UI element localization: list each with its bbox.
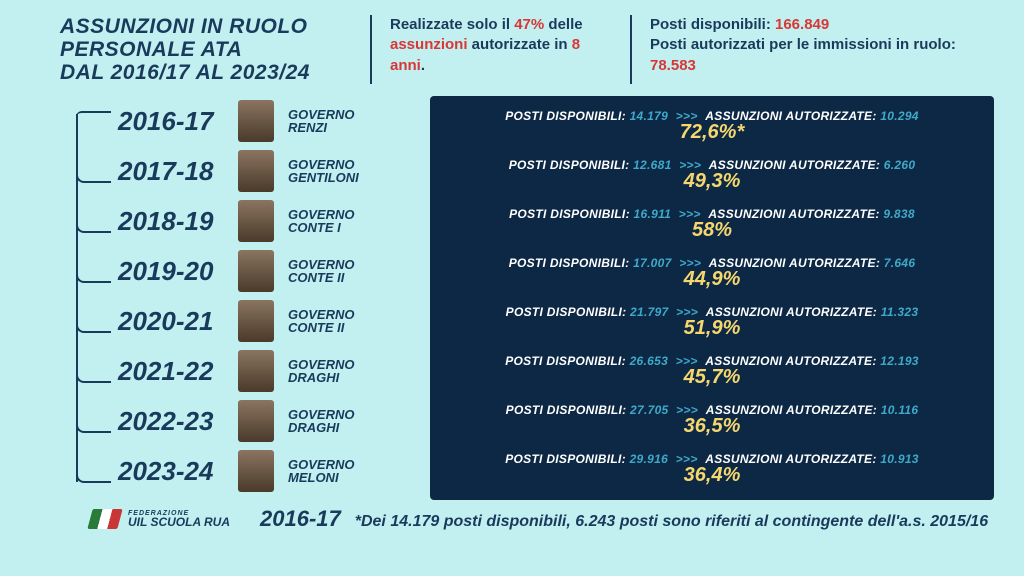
year-label: 2021-22 [118,356,238,387]
year-label: 2016-17 [118,106,238,137]
logo-name: UIL SCUOLA RUA [128,515,230,529]
pm-photo [238,300,274,342]
timeline-row: 2020-21 GOVERNOCONTE II [60,296,430,346]
year-label: 2019-20 [118,256,238,287]
data-row: POSTI DISPONIBILI: 27.705 >>> ASSUNZIONI… [442,396,982,445]
year-label: 2020-21 [118,306,238,337]
government-label: GOVERNORENZI [288,108,354,135]
footnote-text: *Dei 14.179 posti disponibili, 6.243 pos… [355,512,988,531]
percentage: 36,4% [684,464,741,487]
pm-photo [238,200,274,242]
tree-branch [76,371,111,383]
government-label: GOVERNOCONTE II [288,258,354,285]
pm-photo [238,450,274,492]
data-row: POSTI DISPONIBILI: 17.007 >>> ASSUNZIONI… [442,249,982,298]
timeline: 2016-17 GOVERNORENZI 2017-18 GOVERNOGENTILO… [60,96,430,500]
government-label: GOVERNODRAGHI [288,408,354,435]
timeline-row: 2016-17 GOVERNORENZI [60,96,430,146]
percentage: 58% [692,219,732,242]
year-label: 2017-18 [118,156,238,187]
government-label: GOVERNOCONTE II [288,308,354,335]
stats-text: Posti disponibili: 166.849 Posti autoriz… [630,15,994,84]
summary-text: Realizzate solo il 47% delle assunzioni … [370,15,600,84]
percentage: 51,9% [684,317,741,340]
tree-branch [76,321,111,333]
tree-branch [76,421,111,433]
year-label: 2023-24 [118,456,238,487]
tree-branch [76,271,111,283]
data-row: POSTI DISPONIBILI: 29.916 >>> ASSUNZIONI… [442,445,982,494]
year-label: 2018-19 [118,206,238,237]
data-panel: POSTI DISPONIBILI: 14.179 >>> ASSUNZIONI… [430,96,994,500]
year-label: 2022-23 [118,406,238,437]
data-row: POSTI DISPONIBILI: 12.681 >>> ASSUNZIONI… [442,151,982,200]
timeline-row: 2019-20 GOVERNOCONTE II [60,246,430,296]
timeline-row: 2017-18 GOVERNOGENTILONI [60,146,430,196]
timeline-row: 2018-19 GOVERNOCONTE I [60,196,430,246]
pm-photo [238,150,274,192]
tree-branch [76,111,111,123]
data-row: POSTI DISPONIBILI: 14.179 >>> ASSUNZIONI… [442,102,982,151]
government-label: GOVERNOMELONI [288,458,354,485]
percentage: 72,6%* [680,121,745,144]
pm-photo [238,100,274,142]
footnote: 2016-17 *Dei 14.179 posti disponibili, 6… [260,506,988,532]
tree-branch [76,221,111,233]
percentage: 36,5% [684,415,741,438]
tree-branch [76,171,111,183]
main-title: Assunzioni in ruolo personale ATA dal 20… [60,15,340,84]
pm-photo [238,250,274,292]
government-label: GOVERNOGENTILONI [288,158,359,185]
percentage: 45,7% [684,366,741,389]
timeline-row: 2021-22 GOVERNODRAGHI [60,346,430,396]
government-label: GOVERNODRAGHI [288,358,354,385]
government-label: GOVERNOCONTE I [288,208,354,235]
data-row: POSTI DISPONIBILI: 21.797 >>> ASSUNZIONI… [442,298,982,347]
title-line: Assunzioni in ruolo [60,15,340,38]
title-line: dal 2016/17 al 2023/24 [60,61,340,84]
data-row: POSTI DISPONIBILI: 26.653 >>> ASSUNZIONI… [442,347,982,396]
data-row: POSTI DISPONIBILI: 16.911 >>> ASSUNZIONI… [442,200,982,249]
pm-photo [238,400,274,442]
pm-photo [238,350,274,392]
title-line: personale ATA [60,38,340,61]
percentage: 44,9% [684,268,741,291]
footnote-year: 2016-17 [260,506,341,532]
logo: FEDERAZIONE UIL SCUOLA RUA [90,509,230,529]
timeline-row: 2023-24 GOVERNOMELONI [60,446,430,496]
tree-branch [76,471,111,483]
logo-flag-icon [87,509,122,529]
percentage: 49,3% [684,170,741,193]
timeline-row: 2022-23 GOVERNODRAGHI [60,396,430,446]
